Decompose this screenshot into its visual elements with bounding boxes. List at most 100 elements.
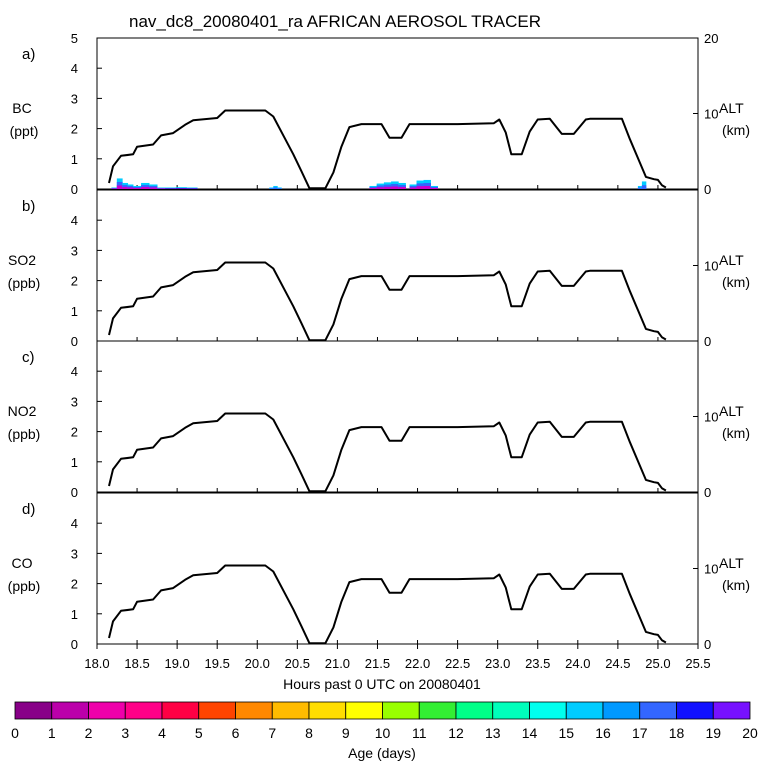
x-tick-label: 24.0 — [565, 656, 590, 671]
x-axis-label: Hours past 0 UTC on 20080401 — [283, 676, 481, 692]
panels-group: 01234501020a)BC(ppt)ALT(km)01234010b)SO2… — [8, 31, 750, 652]
colorbar-tick-label: 6 — [232, 725, 240, 741]
tracer-bar — [273, 187, 278, 189]
units-label: (ppt) — [10, 123, 39, 139]
tracer-bar — [186, 188, 198, 189]
colorbar-cell — [676, 701, 714, 720]
x-tick-label: 24.5 — [605, 656, 630, 671]
alt-units-label: (km) — [722, 577, 750, 593]
x-tick-label: 18.0 — [84, 656, 109, 671]
tracer-bar — [277, 188, 282, 189]
tracer-bar — [127, 187, 134, 189]
x-tick-label: 22.0 — [405, 656, 430, 671]
y-tick-label: 3 — [71, 91, 78, 106]
alt-units-label: (km) — [722, 425, 750, 441]
altitude-line — [108, 261, 667, 342]
alt-units-label: (km) — [722, 274, 750, 290]
tracer-bar — [383, 186, 392, 189]
tracer-bar — [175, 188, 187, 189]
colorbar-cell — [51, 701, 89, 720]
tracer-bar — [409, 185, 417, 189]
right-tick-label: 10 — [704, 410, 718, 425]
x-tick-label: 18.5 — [124, 656, 149, 671]
y-tick-label: 2 — [71, 577, 78, 592]
alt-label: ALT — [719, 252, 744, 268]
panel-id: c) — [22, 349, 35, 366]
colorbar-tick-label: 10 — [375, 725, 391, 741]
y-tick-label: 4 — [71, 61, 78, 76]
tracer-bar — [111, 188, 118, 189]
species-label: NO2 — [8, 403, 37, 419]
tracer-bar — [637, 185, 643, 189]
right-tick-label: 0 — [704, 637, 711, 652]
species-label: CO — [12, 555, 33, 571]
y-tick-label: 3 — [71, 394, 78, 409]
tracer-bar — [116, 185, 123, 189]
y-tick-label: 0 — [71, 637, 78, 652]
right-tick-label: 0 — [704, 334, 711, 349]
y-tick-label: 5 — [71, 31, 78, 46]
right-tick-label: 10 — [704, 107, 718, 122]
y-tick-label: 4 — [71, 213, 78, 228]
colorbar-tick-label: 7 — [268, 725, 276, 741]
colorbar-tick-label: 0 — [11, 725, 19, 741]
y-tick-label: 0 — [71, 334, 78, 349]
x-tick-label: 21.0 — [325, 656, 350, 671]
tracer-bar — [157, 188, 166, 189]
alt-label: ALT — [719, 100, 744, 116]
colorbar-tick-label: 19 — [705, 725, 721, 741]
tracer-bar — [141, 186, 150, 189]
colorbar-tick-label: 12 — [448, 725, 464, 741]
colorbar-label: Age (days) — [348, 745, 416, 761]
colorbar-tick-label: 8 — [305, 725, 313, 741]
right-tick-label: 0 — [704, 485, 711, 500]
right-tick-label: 20 — [704, 31, 718, 46]
units-label: (ppb) — [8, 275, 41, 291]
altitude-line — [108, 109, 667, 190]
colorbar-tick-label: 9 — [342, 725, 350, 741]
tracer-bar — [398, 186, 406, 189]
colorbar-tick-label: 16 — [595, 725, 611, 741]
panel-bc: 0 1 2 3 4 5 0 10 20 a) BC (ppt) ALT (km) — [10, 31, 750, 197]
tracer-bar — [369, 187, 378, 189]
tracer-bar — [416, 186, 424, 189]
panel-frame — [96, 340, 699, 493]
colorbar-tick-label: 11 — [412, 725, 427, 741]
panel-id: d) — [22, 501, 35, 518]
colorbar-cell — [271, 701, 310, 720]
colorbar-tick-label: 14 — [522, 725, 538, 741]
colorbar-cell — [382, 701, 420, 720]
units-label: (ppb) — [8, 426, 41, 442]
tracer-bar — [273, 185, 278, 189]
x-tick-label: 22.5 — [445, 656, 470, 671]
tracer-bar — [423, 185, 431, 189]
x-tick-label: 23.5 — [525, 656, 550, 671]
units-label: (ppb) — [8, 578, 41, 594]
y-tick-label: 1 — [71, 455, 78, 470]
y-tick-label: 4 — [71, 516, 78, 531]
y-tick-label: 4 — [71, 364, 78, 379]
panel-id: b) — [22, 198, 35, 215]
x-tick-label: 25.5 — [685, 656, 710, 671]
chart-title: nav_dc8_20080401_ra AFRICAN AEROSOL TRAC… — [129, 12, 541, 31]
tracer-bar — [127, 185, 134, 189]
species-label: BC — [12, 100, 31, 116]
tracer-bar — [165, 188, 177, 189]
colorbar-cell — [198, 701, 236, 720]
panel-so2: 0 1 2 3 4 0 10 b) SO2 (ppb) ALT (km) — [8, 189, 750, 349]
colorbar-cell — [492, 701, 530, 720]
altitude-line — [108, 412, 667, 493]
species-label: SO2 — [8, 252, 36, 268]
x-tick-label: 19.5 — [205, 656, 230, 671]
colorbar-cell — [308, 701, 347, 720]
tracer-bar — [122, 186, 129, 189]
right-tick-label: 10 — [704, 562, 718, 577]
y-tick-label: 0 — [71, 182, 78, 197]
tracer-bar — [133, 187, 142, 189]
panel-frame — [96, 37, 699, 190]
alt-label: ALT — [719, 555, 744, 571]
colorbar-cell — [161, 701, 200, 720]
colorbar-tick-label: 2 — [85, 725, 93, 741]
tracer-bar — [149, 187, 158, 189]
